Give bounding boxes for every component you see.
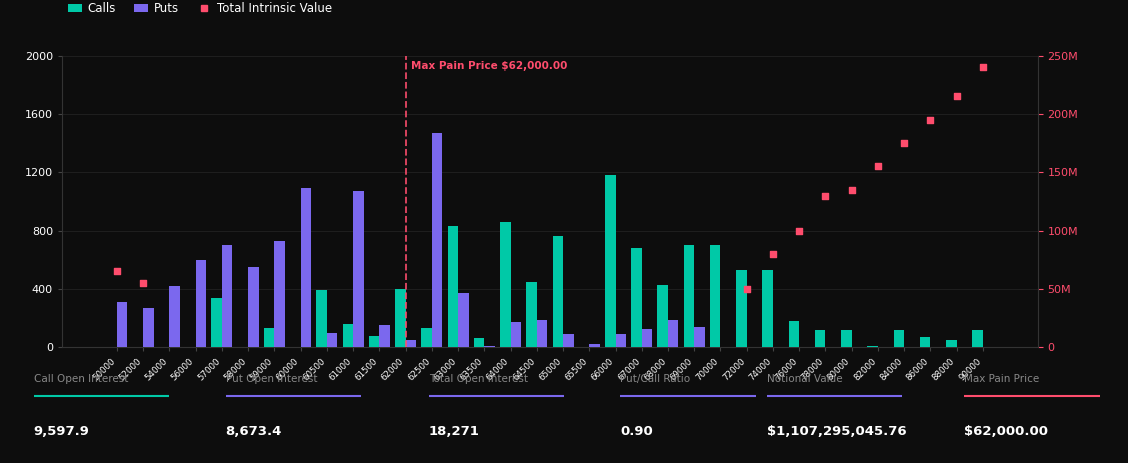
Text: $62,000.00: $62,000.00 (964, 425, 1048, 438)
Bar (327, 332, 337, 347)
Bar (406, 340, 416, 347)
Bar (474, 338, 484, 347)
Bar (563, 334, 573, 347)
Bar (642, 329, 652, 347)
Bar (343, 324, 353, 347)
Bar (432, 133, 442, 347)
Bar (395, 289, 406, 347)
Text: Call Open Interest: Call Open Interest (34, 374, 129, 384)
Bar (484, 346, 495, 347)
Bar (369, 336, 379, 347)
Bar (211, 298, 222, 347)
Bar (841, 330, 852, 347)
Bar (553, 237, 563, 347)
Bar (300, 188, 311, 347)
Bar (972, 330, 982, 347)
Point (973, 63, 992, 71)
Bar (500, 222, 511, 347)
Bar (264, 328, 274, 347)
Bar (763, 270, 773, 347)
Bar (143, 308, 153, 347)
Text: Put/Call Ratio: Put/Call Ratio (620, 374, 690, 384)
Text: 9,597.9: 9,597.9 (34, 425, 90, 438)
Bar (422, 328, 432, 347)
Bar (458, 293, 468, 347)
Text: Put Open Interest: Put Open Interest (226, 374, 317, 384)
Text: Max Pain Price: Max Pain Price (964, 374, 1040, 384)
Bar (893, 330, 905, 347)
Text: 18,271: 18,271 (429, 425, 479, 438)
Point (738, 285, 756, 293)
Bar (353, 191, 363, 347)
Point (108, 268, 126, 275)
Bar (222, 245, 232, 347)
Bar (448, 226, 458, 347)
Bar (684, 245, 694, 347)
Bar (658, 285, 668, 347)
Bar (537, 320, 547, 347)
Point (843, 186, 861, 194)
Bar (511, 322, 521, 347)
Bar (946, 340, 957, 347)
Bar (117, 302, 127, 347)
Bar (379, 325, 390, 347)
Text: 8,673.4: 8,673.4 (226, 425, 282, 438)
Point (948, 93, 966, 100)
Bar (737, 270, 747, 347)
Bar (527, 282, 537, 347)
Bar (589, 344, 600, 347)
Text: 0.90: 0.90 (620, 425, 653, 438)
Bar (814, 330, 826, 347)
Bar (248, 267, 258, 347)
Bar (605, 175, 616, 347)
Text: Max Pain Price $62,000.00: Max Pain Price $62,000.00 (411, 62, 567, 71)
Text: $1,107,295,045.76: $1,107,295,045.76 (767, 425, 907, 438)
Legend: Calls, Puts, Total Intrinsic Value: Calls, Puts, Total Intrinsic Value (63, 0, 337, 20)
Point (896, 139, 914, 147)
Bar (920, 337, 931, 347)
Bar (668, 320, 678, 347)
Bar (274, 241, 285, 347)
Bar (316, 290, 327, 347)
Bar (195, 260, 206, 347)
Point (134, 279, 152, 287)
Bar (867, 346, 878, 347)
Point (869, 163, 887, 170)
Point (791, 227, 809, 234)
Text: Notional Value: Notional Value (767, 374, 843, 384)
Point (764, 250, 782, 257)
Bar (616, 334, 626, 347)
Bar (694, 327, 705, 347)
Point (922, 116, 940, 124)
Bar (632, 248, 642, 347)
Bar (710, 245, 721, 347)
Bar (169, 286, 179, 347)
Point (817, 192, 835, 199)
Bar (788, 321, 800, 347)
Text: Total Open Interest: Total Open Interest (429, 374, 528, 384)
